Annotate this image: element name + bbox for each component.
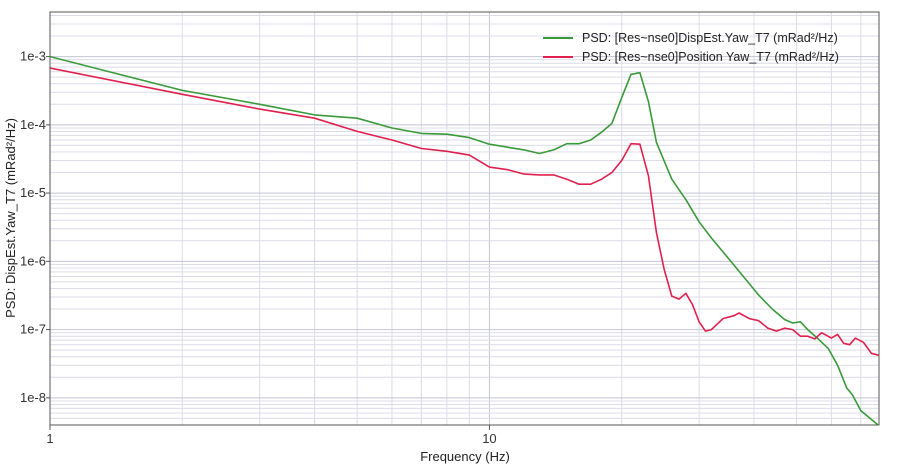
series-line-2 <box>50 67 879 357</box>
legend-label: PSD: [Res~nse0]DispEst.Yaw_T7 (mRad²/Hz) <box>582 31 838 45</box>
plot-frame <box>49 11 880 426</box>
x-tick-label: 10 <box>482 431 496 446</box>
grid <box>49 12 879 426</box>
legend-item-1[interactable]: PSD: [Res~nse0]DispEst.Yaw_T7 (mRad²/Hz) <box>543 31 838 45</box>
legend-item-2[interactable]: PSD: [Res~nse0]Position Yaw_T7 (mRad²/Hz… <box>543 50 839 64</box>
y-tick-label: 1e-8 <box>20 390 46 405</box>
y-tick-label: 1e-7 <box>20 322 46 337</box>
y-tick-label: 1e-6 <box>20 253 46 268</box>
series-layer <box>50 55 879 425</box>
y-axis-title: PSD: DispEst.Yaw_T7 (mRad²/Hz) <box>3 118 18 318</box>
y-tick-label: 1e-4 <box>20 117 46 132</box>
y-tick-label: 1e-3 <box>20 49 46 64</box>
x-tick-label: 1 <box>46 431 53 446</box>
y-tick-label: 1e-5 <box>20 185 46 200</box>
tick-labels: 1 10 1e-3 1e-4 1e-5 1e-6 1e-7 1e-8 <box>20 49 497 446</box>
legend[interactable]: PSD: [Res~nse0]DispEst.Yaw_T7 (mRad²/Hz)… <box>543 31 839 64</box>
legend-label: PSD: [Res~nse0]Position Yaw_T7 (mRad²/Hz… <box>582 50 839 64</box>
x-axis-title: Frequency (Hz) <box>420 449 510 464</box>
